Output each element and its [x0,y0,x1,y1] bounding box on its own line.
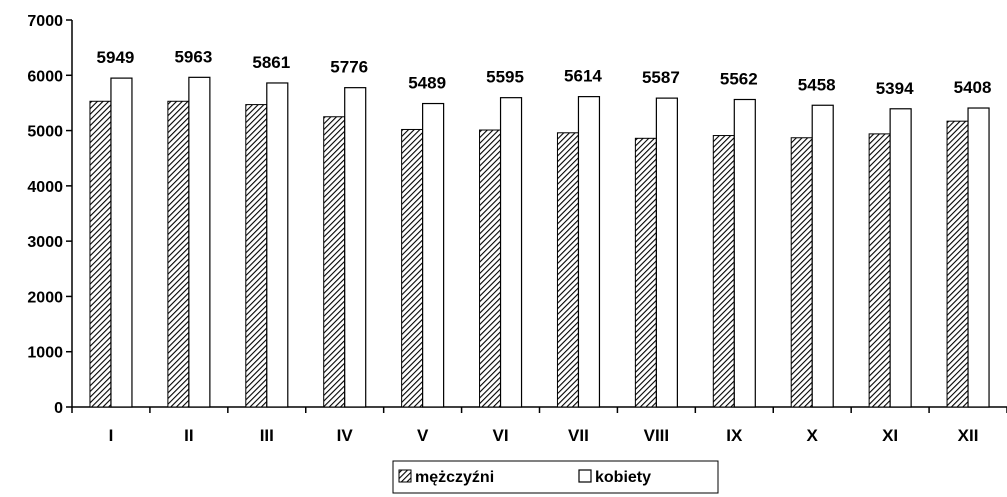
legend-swatch-men [398,469,412,483]
bar-men [556,132,579,408]
y-tick-label: 3000 [27,234,63,251]
bar-women [655,97,678,408]
x-tick-label: VII [568,426,589,445]
bar-women [499,97,523,408]
data-label-women: 5776 [330,58,368,77]
bar-women [967,107,990,408]
bar-men [401,128,424,408]
data-label-women: 5861 [252,53,290,72]
x-tick-label: VIII [644,426,670,445]
bar-men [790,137,813,408]
data-label-women: 5408 [954,78,992,97]
x-tick-label: X [807,426,819,445]
x-tick-label: XII [958,426,979,445]
bar-men [712,135,735,408]
data-label-women: 5963 [174,47,212,66]
legend-label-women: kobiety [595,469,651,486]
data-label-women: 5587 [642,68,680,87]
legend-box [392,460,719,494]
bar-women [577,96,601,408]
bar-women [811,104,834,408]
bar-men [479,129,502,408]
x-axis: I II III IV V VI VII VIII IX X XI XII [71,406,1007,445]
bar-men [868,133,891,408]
x-tick-label: III [260,426,274,445]
data-label-women: 5614 [564,67,602,86]
x-tick-label: IX [726,426,743,445]
bar-men [89,100,112,408]
bar-women [344,87,367,408]
legend-swatch-women [578,469,592,483]
bar-men [167,100,190,408]
legend: mężczyźni kobiety [392,460,719,494]
x-tick-label: IV [337,426,354,445]
x-tick-label: V [417,426,429,445]
data-label-women: 5949 [97,48,135,67]
bar-men [946,120,969,408]
y-tick-label: 7000 [27,13,63,30]
bar-women [188,76,211,408]
data-labels: 5949 5963 5861 5776 5489 5595 5614 5587 5562 5458… [97,47,992,97]
y-tick-label: 0 [54,400,63,417]
bars [89,76,990,408]
y-tick-label: 5000 [27,124,63,141]
x-tick-label: II [184,426,193,445]
bar-women [422,102,445,408]
bar-women [266,82,289,408]
bar-women [110,77,133,408]
bar-women [733,98,756,408]
data-label-women: 5489 [408,74,446,93]
y-tick-label: 6000 [27,68,63,85]
bar-men [245,104,268,408]
legend-label-men: mężczyźni [415,469,494,486]
x-tick-label: I [109,426,114,445]
bar-women [889,108,912,408]
y-tick-label: 2000 [27,289,63,306]
bar-men [634,137,657,408]
y-tick-label: 1000 [27,345,63,362]
y-tick-label: 4000 [27,179,63,196]
data-label-women: 5595 [486,68,524,87]
x-tick-label: XI [882,426,898,445]
data-label-women: 5394 [876,79,914,98]
y-axis: 0 1000 2000 3000 4000 5000 6000 7000 [27,13,73,417]
data-label-women: 5562 [720,70,758,89]
x-tick-label: VI [493,426,509,445]
data-label-women: 5458 [798,75,836,94]
bar-men [323,116,346,408]
